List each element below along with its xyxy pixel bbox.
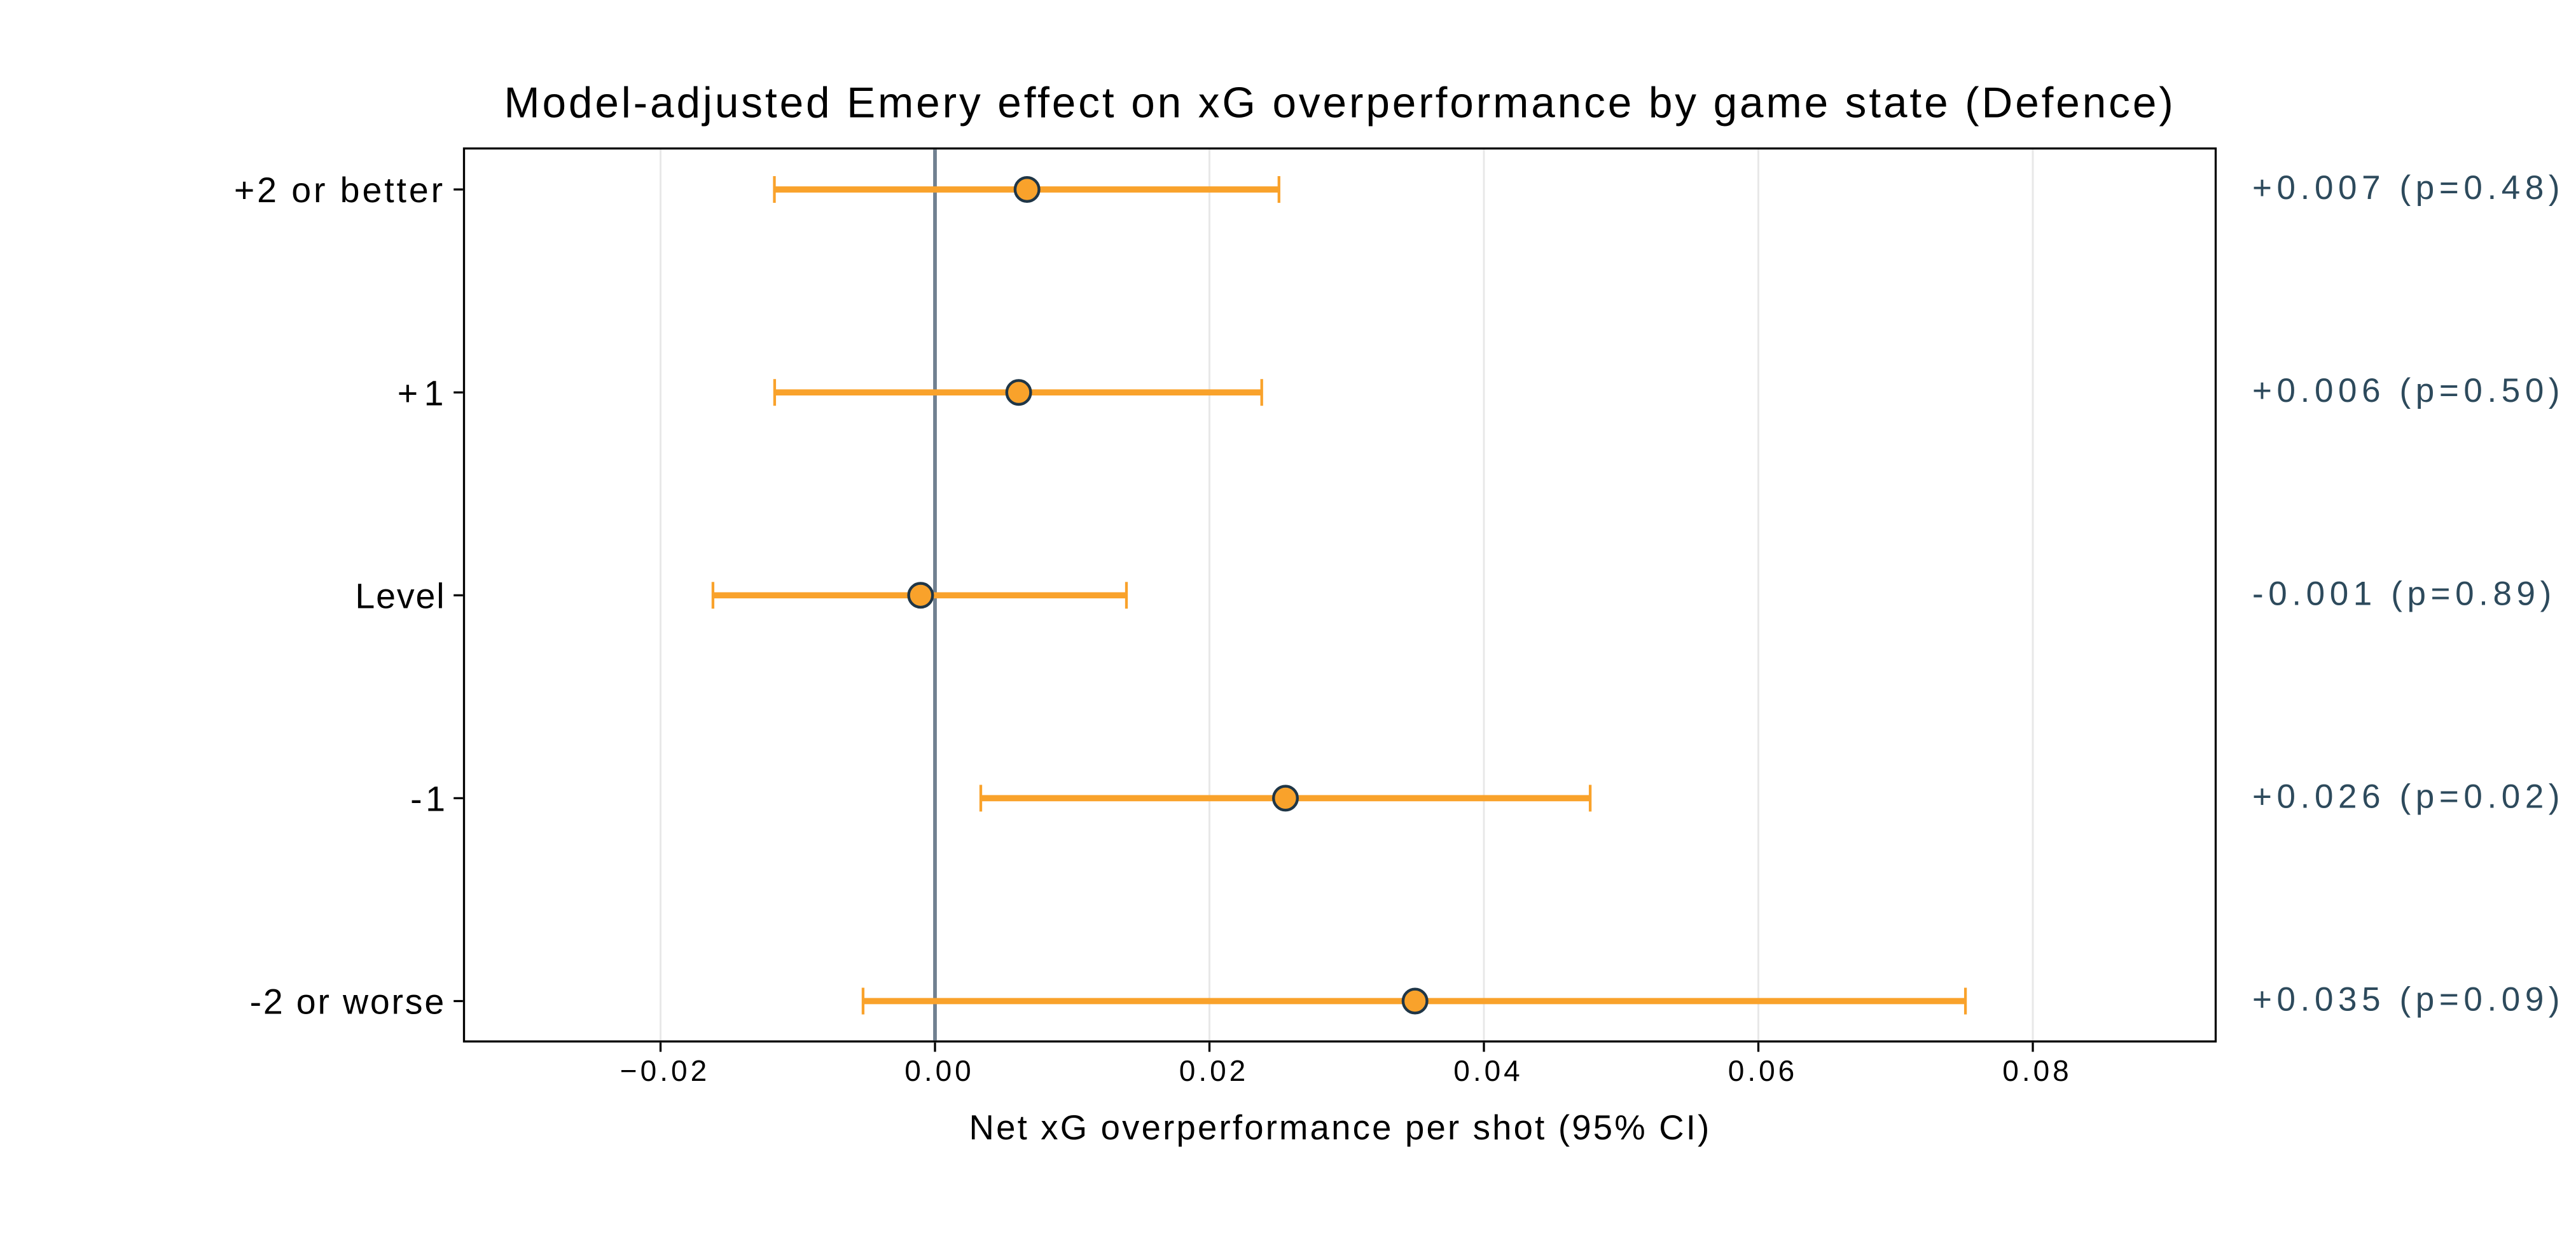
svg-text:0.08: 0.08 xyxy=(2002,1054,2072,1087)
svg-text:0.02: 0.02 xyxy=(1179,1054,1249,1087)
svg-text:0.00: 0.00 xyxy=(904,1054,974,1087)
svg-text:Level: Level xyxy=(355,577,445,616)
svg-text:-1: -1 xyxy=(410,779,448,819)
svg-text:+0.007 (p=0.48): +0.007 (p=0.48) xyxy=(2252,169,2565,207)
svg-text:+0.026 (p=0.02): +0.026 (p=0.02) xyxy=(2252,778,2565,815)
svg-text:+2 or better: +2 or better xyxy=(234,170,445,210)
svg-text:0.04: 0.04 xyxy=(1453,1054,1523,1087)
svg-text:+1: +1 xyxy=(398,373,450,413)
svg-text:Model-adjusted Emery effect on: Model-adjusted Emery effect on xG overpe… xyxy=(504,79,2175,127)
svg-text:−0.02: −0.02 xyxy=(620,1054,710,1087)
svg-text:0.06: 0.06 xyxy=(1728,1054,1798,1087)
svg-text:+0.035 (p=0.09): +0.035 (p=0.09) xyxy=(2252,981,2565,1019)
svg-text:-0.001 (p=0.89): -0.001 (p=0.89) xyxy=(2252,575,2556,612)
svg-text:+0.006 (p=0.50): +0.006 (p=0.50) xyxy=(2252,372,2565,409)
svg-text:Net xG overperformance per sho: Net xG overperformance per shot (95% CI) xyxy=(969,1108,1712,1147)
svg-text:-2 or worse: -2 or worse xyxy=(250,982,446,1022)
